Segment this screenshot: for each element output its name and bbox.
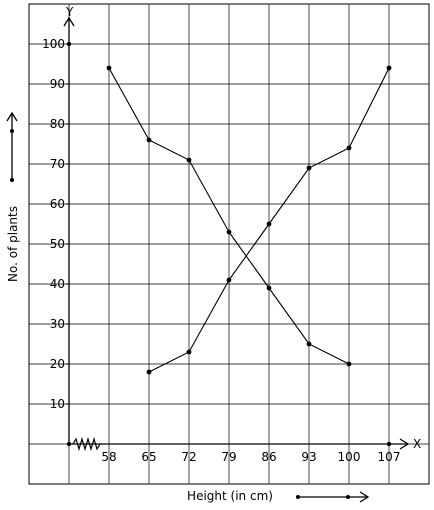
data-point	[306, 165, 312, 171]
origin-dot	[66, 441, 72, 447]
data-point	[386, 65, 392, 71]
x-axis-label: Height (in cm)	[187, 489, 273, 503]
y-tick-label: 80	[50, 117, 65, 131]
y-tick-label: 20	[50, 357, 65, 371]
x-axis-label-arrow	[296, 491, 370, 503]
data-point	[226, 277, 232, 283]
y-axis-arrowhead	[63, 16, 75, 27]
y-axis-label-arrow	[6, 111, 18, 182]
data-point	[186, 349, 192, 355]
x-tick-label: 93	[301, 450, 316, 464]
data-point	[306, 341, 312, 347]
x-axis-arrowhead	[399, 438, 410, 450]
y-tick-labels: 10 20 30 40 50 60 70 80 90 100	[42, 37, 69, 411]
y-tick-label: 90	[50, 77, 65, 91]
x-axis-end-dot	[386, 441, 392, 447]
data-point	[346, 361, 352, 367]
data-point	[106, 65, 112, 71]
x-tick-labels: 58 65 72 79 86 93 100 107	[101, 450, 400, 464]
axes	[63, 16, 410, 452]
grid	[29, 4, 429, 484]
y-axis-letter: Y	[65, 5, 74, 19]
x-axis-break	[72, 436, 101, 452]
series-layer	[106, 65, 392, 375]
x-tick-label: 86	[261, 450, 276, 464]
y-tick-label: 100	[42, 37, 65, 51]
data-point	[226, 229, 232, 235]
data-point	[266, 285, 272, 291]
data-point	[346, 145, 352, 151]
data-point	[186, 157, 192, 163]
y-tick-label: 60	[50, 197, 65, 211]
y-tick-label: 30	[50, 317, 65, 331]
y-axis-label: No. of plants	[6, 206, 20, 282]
x-tick-label: 79	[221, 450, 236, 464]
x-tick-label: 100	[338, 450, 361, 464]
data-point	[266, 221, 272, 227]
x-axis-letter: X	[413, 437, 421, 451]
y-tick-label: 50	[50, 237, 65, 251]
x-tick-label: 58	[101, 450, 116, 464]
y-tick-label: 10	[50, 397, 65, 411]
x-tick-label: 65	[141, 450, 156, 464]
data-point	[146, 137, 152, 143]
y-tick-label: 40	[50, 277, 65, 291]
x-tick-label: 107	[378, 450, 401, 464]
data-point	[146, 369, 152, 375]
y-tick-label: 70	[50, 157, 65, 171]
x-tick-label: 72	[181, 450, 196, 464]
